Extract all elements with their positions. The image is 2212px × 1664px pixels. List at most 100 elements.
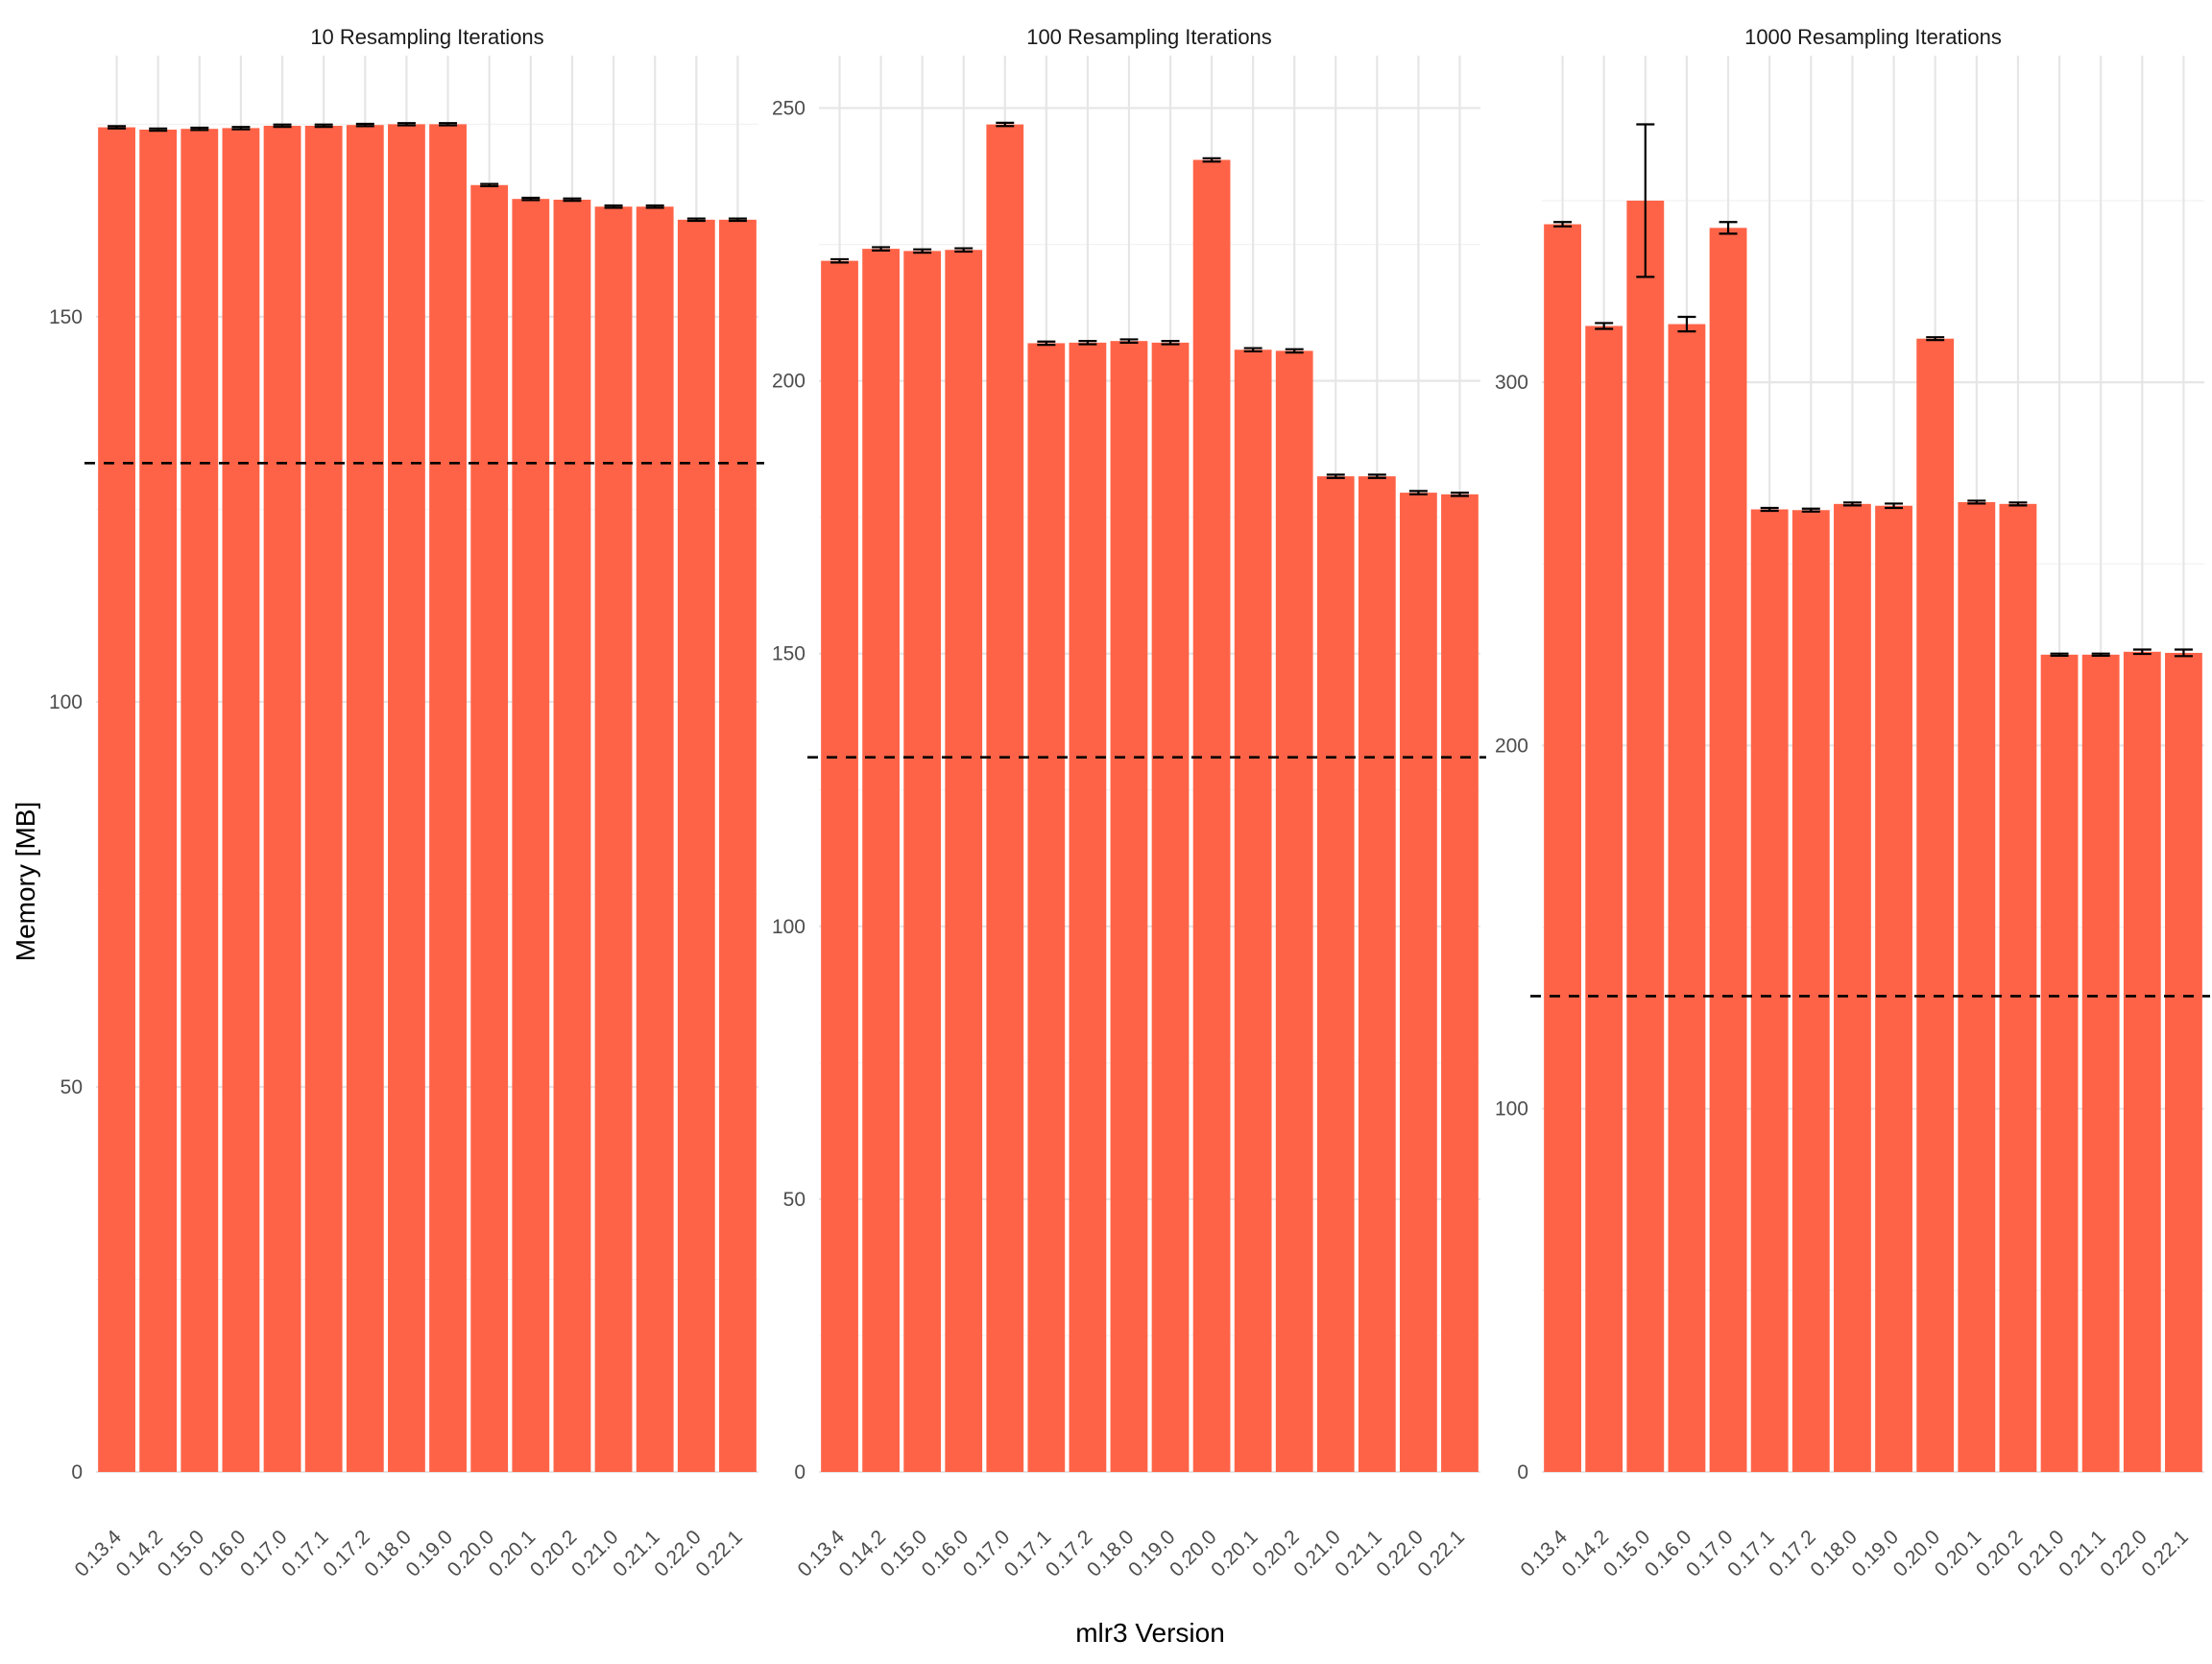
bar — [1069, 342, 1107, 1472]
bar — [1110, 341, 1148, 1473]
x-tick-label: 0.22.1 — [691, 1526, 747, 1581]
bar — [1151, 342, 1190, 1472]
error-bar — [1553, 221, 1573, 228]
error-bar — [1636, 123, 1655, 278]
x-tick-label: 0.22.1 — [1413, 1526, 1469, 1581]
error-bar — [1967, 499, 1986, 505]
x-tick-label: 0.20.1 — [1931, 1526, 1986, 1581]
x-tick-label: 0.16.0 — [195, 1526, 251, 1581]
y-tick-label: 100 — [1495, 1098, 1528, 1121]
error-bar — [355, 122, 374, 128]
error-bar — [1408, 490, 1428, 495]
x-tick-label: 0.16.0 — [1641, 1526, 1696, 1581]
facet-title: 100 Resampling Iterations — [1026, 25, 1272, 49]
error-bar — [1078, 340, 1097, 346]
bar — [1544, 224, 1581, 1472]
bar — [1316, 476, 1355, 1473]
y-tick-label: 50 — [783, 1189, 805, 1211]
y-tick-label: 150 — [772, 643, 805, 665]
x-tick-label: 0.17.2 — [1765, 1526, 1820, 1581]
x-tick-label: 0.20.1 — [485, 1526, 541, 1581]
bar — [821, 260, 858, 1472]
x-tick-label: 0.19.0 — [402, 1526, 458, 1581]
x-tick-label: 0.17.0 — [236, 1526, 292, 1581]
x-tick-label: 0.21.0 — [1289, 1526, 1345, 1581]
error-bar — [563, 197, 582, 203]
error-bar — [2132, 648, 2152, 656]
error-bar — [872, 246, 891, 252]
bar — [2081, 654, 2120, 1472]
x-tick-label: 0.20.0 — [1889, 1526, 1945, 1581]
bar — [862, 249, 900, 1472]
x-tick-label: 0.13.4 — [1517, 1526, 1573, 1581]
bar — [98, 127, 135, 1472]
error-bar — [728, 217, 747, 223]
x-tick-label: 0.14.2 — [1558, 1526, 1614, 1581]
error-bar — [149, 127, 168, 133]
bar — [719, 219, 757, 1473]
bar — [1958, 501, 1996, 1472]
error-bar — [231, 126, 251, 131]
bar — [594, 206, 633, 1473]
error-bar — [1885, 502, 1904, 510]
bar — [553, 199, 591, 1472]
x-tick-label: 0.15.0 — [154, 1526, 209, 1581]
error-bar — [1842, 501, 1862, 507]
bar — [1027, 343, 1066, 1472]
bar — [677, 219, 715, 1473]
x-tick-label: 0.17.0 — [1682, 1526, 1738, 1581]
error-bar — [2091, 652, 2110, 658]
bar — [945, 250, 983, 1473]
y-axis-title: Memory [MB] — [11, 802, 40, 961]
y-tick-label: 250 — [772, 98, 805, 120]
error-bar — [1450, 492, 1469, 497]
x-tick-label: 0.19.0 — [1848, 1526, 1904, 1581]
bar — [388, 124, 425, 1472]
bar — [1999, 503, 2037, 1472]
bar — [1626, 200, 1665, 1473]
error-bar — [1926, 336, 1945, 342]
facet-panel: 100 Resampling Iterations 0 50 100 150 200 250… — [772, 25, 1486, 1581]
bar — [346, 125, 384, 1472]
bar — [636, 206, 674, 1473]
error-bar — [1243, 347, 1262, 353]
error-bar — [273, 123, 292, 129]
bar — [1875, 505, 1912, 1472]
x-tick-label: 0.20.2 — [1972, 1526, 2028, 1581]
error-bar — [480, 182, 499, 188]
x-tick-label: 0.22.0 — [650, 1526, 706, 1581]
bar — [2040, 654, 2079, 1472]
bar — [1750, 509, 1789, 1472]
x-tick-label: 0.18.0 — [1806, 1526, 1862, 1581]
x-tick-label: 0.18.0 — [360, 1526, 416, 1581]
x-tick-label: 0.21.1 — [1331, 1526, 1386, 1581]
x-tick-label: 0.20.0 — [444, 1526, 499, 1581]
error-bar — [1285, 348, 1304, 354]
bar — [986, 124, 1024, 1472]
y-tick-label: 100 — [772, 916, 805, 938]
x-tick-label: 0.21.0 — [2013, 1526, 2069, 1581]
error-bar — [1037, 340, 1056, 347]
x-tick-label: 0.14.2 — [112, 1526, 168, 1581]
error-bar — [1367, 473, 1386, 479]
bar — [1834, 503, 1871, 1472]
error-bar — [1760, 506, 1779, 513]
error-bar — [1801, 507, 1820, 513]
x-tick-label: 0.22.1 — [2137, 1526, 2193, 1581]
error-bar — [1202, 157, 1221, 163]
error-bar — [1326, 473, 1345, 479]
error-bar — [1595, 322, 1614, 330]
y-tick-label: 200 — [772, 371, 805, 393]
bar — [180, 129, 219, 1473]
error-bar — [314, 123, 333, 129]
y-tick-label: 50 — [60, 1076, 83, 1098]
error-bar — [913, 248, 932, 254]
bar — [903, 251, 942, 1473]
error-bar — [645, 204, 664, 209]
error-bar — [521, 196, 541, 202]
x-tick-label: 0.21.1 — [2055, 1526, 2110, 1581]
error-bar — [439, 122, 458, 127]
x-tick-label: 0.20.0 — [1166, 1526, 1221, 1581]
